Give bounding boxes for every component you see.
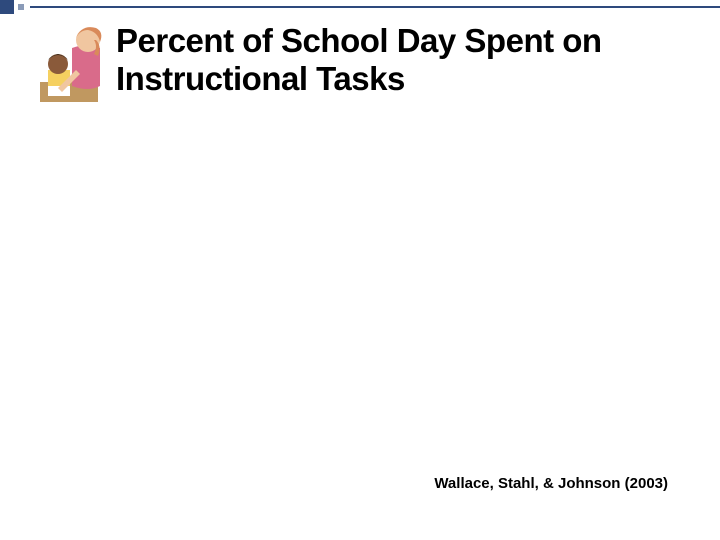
deco-line — [30, 6, 720, 8]
clipart-icon — [38, 22, 114, 108]
slide: Percent of School Day Spent on Instructi… — [0, 0, 720, 540]
slide-title: Percent of School Day Spent on Instructi… — [116, 22, 698, 97]
title-row: Percent of School Day Spent on Instructi… — [38, 22, 698, 108]
teacher-student-clipart — [38, 22, 114, 108]
citation-text: Wallace, Stahl, & Johnson (2003) — [434, 475, 668, 492]
content-area: Percent of School Day Spent on Instructi… — [38, 22, 698, 108]
deco-square-small — [18, 4, 24, 10]
header-decoration — [0, 0, 720, 14]
deco-square-large — [0, 0, 14, 14]
